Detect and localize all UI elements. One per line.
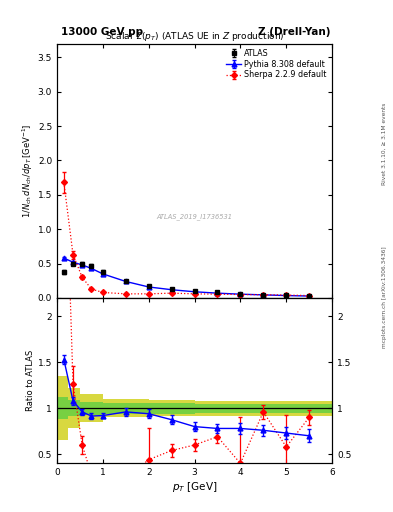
Y-axis label: $1/N_{\rm ch}\,dN_{\rm ch}/dp_T\,[\rm GeV^{-1}]$: $1/N_{\rm ch}\,dN_{\rm ch}/dp_T\,[\rm Ge…	[20, 123, 35, 218]
Text: mcplots.cern.ch [arXiv:1306.3436]: mcplots.cern.ch [arXiv:1306.3436]	[382, 246, 387, 348]
Y-axis label: Ratio to ATLAS: Ratio to ATLAS	[26, 350, 35, 411]
Text: Z (Drell-Yan): Z (Drell-Yan)	[258, 27, 330, 37]
Legend: ATLAS, Pythia 8.308 default, Sherpa 2.2.9 default: ATLAS, Pythia 8.308 default, Sherpa 2.2.…	[225, 48, 328, 81]
X-axis label: $p_T$ [GeV]: $p_T$ [GeV]	[172, 480, 217, 494]
Title: Scalar $\Sigma(p_T)$ (ATLAS UE in $Z$ production): Scalar $\Sigma(p_T)$ (ATLAS UE in $Z$ pr…	[105, 30, 284, 44]
Text: ATLAS_2019_I1736531: ATLAS_2019_I1736531	[156, 213, 233, 220]
Text: 13000 GeV pp: 13000 GeV pp	[61, 27, 143, 37]
Text: Rivet 3.1.10, ≥ 3.1M events: Rivet 3.1.10, ≥ 3.1M events	[382, 102, 387, 184]
